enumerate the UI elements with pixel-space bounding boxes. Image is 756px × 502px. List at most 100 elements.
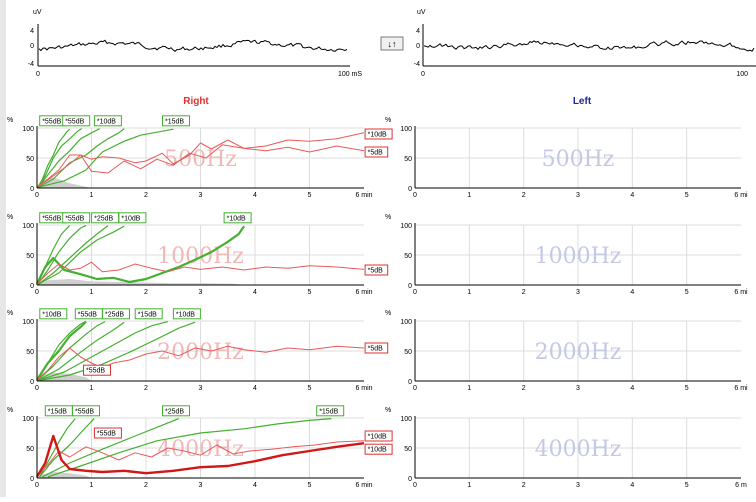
threshold-tag-box [62, 115, 91, 127]
threshold-tag: *10dB [39, 308, 68, 320]
series-line-5 [36, 261, 365, 285]
y-tick-label: 100 [400, 223, 412, 230]
series-line-6 [36, 345, 365, 381]
threshold-tag: *10dB [93, 115, 122, 127]
y-tick-label: 100 [400, 416, 412, 423]
series-line-3 [37, 128, 125, 188]
series-line-6 [36, 144, 365, 188]
x-tick-label: 2 [522, 289, 526, 296]
threshold-tag: *15dB [44, 405, 73, 417]
x-tick-label: 5 [685, 385, 689, 392]
series-line-3 [37, 321, 168, 381]
frequency-label: 4000Hz [535, 437, 622, 462]
panel-left-500hz: 500Hz% 100 50 00 1 2 3 4 5 6 mi [385, 117, 748, 199]
y-tick-label: 0 [30, 283, 34, 290]
panel-right-2000hz: 2000Hz% 100 50 00 1 2 3 4 5 6 min *10dB *55dB *25dB *… [7, 308, 389, 392]
series-line-1 [39, 418, 95, 478]
x-tick-label: 0 [35, 192, 39, 199]
waveform-right-ytick-bottom: -4 [28, 61, 34, 68]
threshold-tag-box [364, 264, 389, 276]
y-tick-label: 50 [404, 446, 412, 453]
swap-arrows-icon: ↓↑ [388, 39, 397, 49]
waveform-right-xtick-end: 100 mS [338, 71, 362, 78]
x-tick-label: 1 [467, 192, 471, 199]
series-line-1 [37, 225, 87, 285]
y-axis-unit: % [385, 214, 391, 221]
threshold-tag: *10dB [364, 128, 393, 140]
x-tick-label-end: 6 mi [734, 385, 748, 392]
x-tick-label: 1 [90, 385, 94, 392]
threshold-tag: *25dB [102, 308, 130, 320]
x-tick-label: 3 [199, 192, 203, 199]
y-axis-unit: % [385, 117, 391, 124]
y-tick-label: 0 [408, 379, 412, 386]
threshold-tag-label: *55dB [97, 431, 116, 438]
threshold-tag: *5dB [364, 264, 389, 276]
waveform-left-ytick-bottom: -4 [414, 61, 420, 68]
y-tick-label: 50 [404, 156, 412, 163]
y-tick-label: 0 [30, 186, 34, 193]
y-tick-label: 0 [408, 476, 412, 483]
x-tick-label: 2 [144, 482, 148, 489]
y-axis-unit: % [7, 117, 13, 124]
threshold-tag-box [62, 212, 91, 224]
noise-area [37, 279, 245, 285]
swap-ears-button[interactable]: ↓↑ [380, 36, 404, 51]
x-tick-label: 4 [253, 289, 257, 296]
x-tick-label-end: 6 mi [734, 192, 748, 199]
threshold-tag: *25dB [162, 405, 190, 417]
x-tick-label: 1 [90, 289, 94, 296]
panel-right-4000hz: 4000Hz% 100 50 00 1 2 3 4 5 6 min *15dB *55dB *25dB *… [7, 405, 393, 489]
threshold-tag: *25dB [91, 212, 120, 224]
y-tick-label: 50 [26, 156, 34, 163]
threshold-tag-label: *10dB [368, 132, 387, 139]
y-axis-unit: % [7, 310, 13, 317]
series-line-2 [37, 321, 125, 381]
frequency-label: 500Hz [164, 147, 237, 172]
series-line-0 [37, 128, 71, 188]
frequency-label: 1000Hz [535, 244, 622, 269]
threshold-tag-box [93, 115, 122, 127]
threshold-tag: *15dB [316, 405, 345, 417]
waveform-left-ytick-top: 4 [416, 28, 420, 35]
threshold-tag-box [162, 405, 190, 417]
x-tick-label: 5 [685, 289, 689, 296]
waveform-right-unit: uV [33, 9, 42, 16]
x-tick-label: 0 [413, 192, 417, 199]
x-tick-label: 3 [576, 385, 580, 392]
series-line-4 [39, 321, 196, 381]
threshold-tag-label: *25dB [105, 311, 124, 318]
x-tick-label: 0 [35, 289, 39, 296]
threshold-tag: *10dB [364, 430, 393, 442]
x-tick-label-end: 6 min [355, 289, 372, 296]
threshold-tag-box [364, 146, 389, 158]
waveform-right: uV 4 0 -4 0 100 mS [28, 9, 363, 78]
threshold-tag-label: *55dB [65, 215, 84, 222]
y-tick-label: 50 [26, 446, 34, 453]
waveform-right-xtick-start: 0 [36, 71, 40, 78]
x-tick-label: 0 [413, 289, 417, 296]
series-line-3 [47, 418, 332, 478]
waveform-right-ytick-top: 4 [30, 28, 34, 35]
x-tick-label: 0 [413, 482, 417, 489]
threshold-tag-label: *10dB [227, 215, 246, 222]
y-axis-unit: % [7, 407, 13, 414]
threshold-tag: *10dB [118, 212, 147, 224]
x-tick-label: 5 [308, 482, 312, 489]
threshold-tag-box [83, 364, 111, 376]
frequency-label: 500Hz [542, 147, 615, 172]
x-tick-label: 1 [90, 192, 94, 199]
waveform-right-ytick-mid: 0 [30, 43, 34, 50]
waveform-left-unit: uV [417, 9, 426, 16]
series-line-4 [39, 128, 174, 188]
y-tick-label: 100 [22, 126, 34, 133]
threshold-tag-box [134, 308, 163, 320]
y-tick-label: 100 [400, 319, 412, 326]
x-tick-label-end: 6 min [355, 482, 372, 489]
threshold-tag-box [118, 212, 147, 224]
threshold-tag-label: *10dB [121, 215, 140, 222]
threshold-tag: *55dB [62, 212, 91, 224]
